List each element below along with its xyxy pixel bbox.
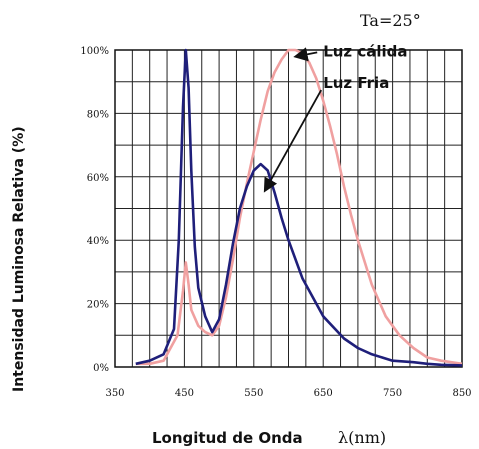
y-tick-label: 20% [87,300,109,311]
y-tick-label: 40% [87,236,109,247]
x-tick-label: 850 [452,388,471,399]
y-tick-label: 80% [87,109,109,120]
series-line-luz-calida [135,48,463,366]
series-lines [135,48,463,367]
label-arrow [263,89,322,193]
grid [115,50,462,367]
x-axis-unit: λ(nm) [338,428,386,447]
label-arrow [293,47,318,62]
x-tick-label: 350 [105,388,124,399]
series-labels: Luz cálida Luz Fria [263,42,408,193]
series-label-luz-calida: Luz cálida [323,42,407,60]
y-tick-label: 0% [93,363,109,374]
series-line-luz-fria [135,48,463,367]
x-tick-label: 650 [314,388,333,399]
y-axis-ticks: 0% 20% 40% 60% 80% 100% [80,46,109,374]
x-axis-label: Longitud de Onda [152,429,303,447]
y-tick-label: 60% [87,173,109,184]
y-axis-label: Intensidad Luminosa Relativa (%) [11,126,27,392]
x-tick-label: 550 [244,388,263,399]
x-tick-label: 450 [175,388,194,399]
x-tick-label: 750 [383,388,402,399]
x-axis-ticks: 350 450 550 650 750 850 [105,388,471,399]
series-label-luz-fria: Luz Fria [323,74,389,92]
y-tick-label: 100% [80,46,109,57]
temperature-annotation: Ta=25° [360,11,421,30]
